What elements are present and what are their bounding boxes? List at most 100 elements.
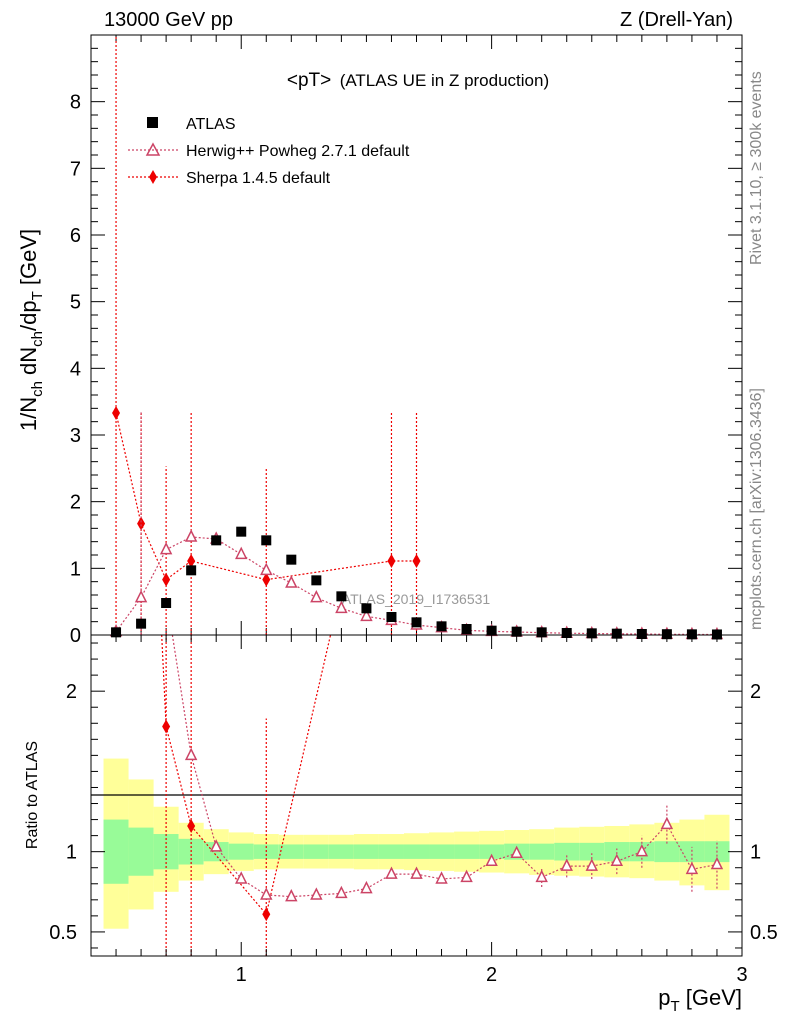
main-y-tick-label: 2 (70, 492, 81, 514)
herwig-point (184, 529, 198, 542)
atlas-point (511, 626, 522, 637)
herwig-point (159, 541, 173, 555)
herwig-ratio-point (610, 853, 624, 867)
ratio-band-inner (203, 842, 229, 862)
main-y-axis-label: 1/Nch dNch/dpT [GeV] (16, 229, 46, 431)
herwig-ratio-point (410, 866, 423, 879)
ratio-band-inner (604, 842, 630, 862)
ratio-band-inner (403, 844, 430, 859)
herwig-ratio-line (541, 865, 567, 878)
ratio-band-inner (278, 844, 304, 859)
herwig-ratio-point (310, 887, 323, 900)
main-y-axis: 0 1 2 3 4 5 6 7 8 (70, 47, 742, 647)
herwig-ratio-point (485, 853, 498, 867)
herwig-point (310, 589, 323, 603)
sherpa-ratio-point (262, 907, 271, 922)
sherpa-ratio-point (187, 818, 196, 833)
sherpa-ratio-line (190, 825, 267, 915)
atlas-point (236, 526, 247, 537)
sherpa-point (187, 554, 196, 568)
herwig-ratio-line (215, 846, 242, 880)
herwig-ratio-point (710, 856, 724, 870)
main-panel: 0 1 2 3 4 5 6 7 8 <pT> (ATLAS UE in Z production… (16, 34, 743, 647)
main-y-tick-label: 0 (70, 625, 81, 647)
ratio-band-inner (579, 842, 605, 861)
ratio-band-inner (303, 844, 329, 859)
ratio-bands (103, 758, 730, 929)
legend-marker-atlas (147, 117, 158, 128)
ratio-y-tick-label: 2 (66, 681, 77, 703)
herwig-ratio-line (291, 894, 317, 898)
atlas-point (711, 629, 722, 640)
main-y-tick-label: 4 (70, 358, 81, 380)
atlas-point (361, 603, 372, 614)
herwig-point (134, 589, 148, 603)
atlas-point (311, 575, 322, 586)
atlas-point (586, 628, 597, 639)
atlas-point (561, 628, 572, 638)
main-title-main: <pT> (287, 70, 331, 91)
legend-marker-herwig (145, 142, 161, 156)
legend: ATLAS Herwig++ Powheg 2.7.1 default Sher… (128, 116, 410, 187)
herwig-ratio-point (385, 866, 398, 879)
main-y-tick-label: 6 (70, 225, 81, 247)
main-y-tick-label: 8 (70, 92, 81, 114)
ratio-band-inner (378, 844, 404, 859)
herwig-point (260, 562, 273, 576)
header-right: Z (Drell-Yan) (620, 9, 733, 31)
atlas-point (661, 629, 672, 640)
ratio-band-inner (353, 844, 379, 859)
ratio-band-inner (554, 842, 580, 861)
herwig-point (235, 546, 248, 560)
herwig-ratio-line (266, 894, 292, 898)
atlas-point (636, 629, 647, 639)
herwig-ratio-point (535, 869, 548, 883)
legend-label-sherpa: Sherpa 1.4.5 default (186, 170, 331, 187)
ratio-band-inner (128, 827, 154, 876)
herwig-ratio-point (235, 871, 248, 884)
herwig-ratio-point (635, 843, 649, 857)
main-y-tick-label: 1 (70, 558, 81, 580)
main-series-layer (109, 35, 724, 640)
ratio-band-inner (103, 819, 129, 884)
ratio-series-layer (161, 634, 724, 956)
herwig-ratio-line (666, 824, 693, 870)
header-left: 13000 GeV pp (104, 9, 233, 31)
atlas-point (486, 625, 497, 636)
herwig-point (360, 608, 373, 622)
main-title-sub: (ATLAS UE in Z production) (340, 71, 549, 90)
sherpa-ratio-line (265, 634, 332, 915)
sherpa-ratio-line (161, 634, 167, 727)
ratio-band-inner (328, 844, 354, 859)
sherpa-point (387, 554, 396, 568)
herwig-ratio-point (184, 747, 198, 761)
atlas-point (161, 598, 172, 608)
herwig-ratio-point (360, 880, 373, 894)
legend-label-herwig: Herwig++ Powheg 2.7.1 default (186, 143, 410, 160)
atlas-point (261, 535, 272, 546)
herwig-ratio-point (260, 887, 273, 900)
ratio-x-tick-label: 1 (236, 964, 247, 986)
ratio-band-inner (479, 844, 505, 859)
atlas-point (286, 554, 297, 565)
legend-label-atlas: ATLAS (186, 116, 236, 133)
ratio-y-tick-label: 0.5 (49, 922, 77, 944)
sherpa-ratio-line (165, 726, 192, 827)
atlas-point (611, 628, 622, 639)
ratio-band-inner (454, 844, 480, 859)
ratio-band-inner (429, 844, 455, 859)
herwig-ratio-line (171, 634, 192, 756)
ratio-x-tick-label: 2 (486, 964, 497, 986)
main-y-tick-label: 7 (70, 158, 81, 180)
ratio-y-tick-label-right: 1 (750, 842, 761, 864)
atlas-point (411, 617, 422, 628)
ratio-band-inner (529, 843, 555, 860)
side-label-bottom: mcplots.cern.ch [arXiv:1306.3436] (748, 388, 765, 630)
ratio-panel: 0.5 0.5 1 1 2 2 1 2 3 Ratio to ATLAS pT [GeV] (24, 634, 778, 1015)
main-y-tick-label: 5 (70, 292, 81, 314)
herwig-point (285, 575, 298, 588)
ratio-y-axis: 0.5 0.5 1 1 2 2 (49, 642, 778, 949)
herwig-point (335, 600, 348, 614)
herwig-ratio-line (441, 876, 467, 880)
